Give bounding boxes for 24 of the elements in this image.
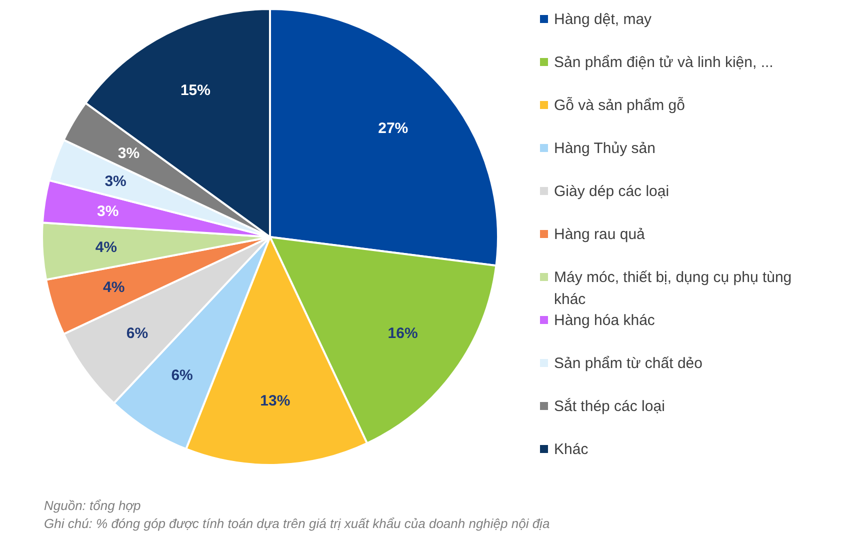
legend-label: Sản phẩm từ chất dẻo (554, 354, 702, 372)
data-label: 3% (104, 172, 126, 190)
text: Ghi chú: % đóng góp được tính toán dựa trên giá trị xuất khẩu của doanh nghiệp nội địa (44, 516, 550, 531)
legend-label: Máy móc, thiết bị, dụng cụ phụ tùng khác (554, 268, 792, 308)
legend-label: Khác (554, 440, 589, 458)
data-label: 4% (95, 238, 118, 256)
legend-label: Hàng Thủy sản (554, 140, 656, 156)
legend-label: Gỗ và sản phẩm gỗ (554, 96, 685, 114)
data-label: 13% (260, 392, 290, 410)
legend-label: Giày dép các loại (554, 182, 670, 200)
legend-label: Sắt thép các loại (554, 396, 665, 414)
legend-label: Sản phẩm điện tử và linh kiện, ... (554, 54, 774, 70)
data-label: 4% (103, 279, 125, 296)
data-label: 3% (97, 202, 119, 220)
text: Nguồn: tổng hợp (44, 498, 141, 513)
legend-label: Hàng rau quả (554, 226, 646, 242)
legend-label: Hàng dệt, may (554, 10, 652, 28)
legend-label: Hàng hóa khác (554, 312, 656, 328)
data-label: 15% (180, 82, 210, 100)
data-label: 3% (118, 144, 140, 162)
data-label: 16% (388, 324, 418, 342)
data-label: 6% (126, 324, 148, 342)
data-label: 27% (378, 120, 408, 137)
data-label: 6% (171, 367, 193, 384)
